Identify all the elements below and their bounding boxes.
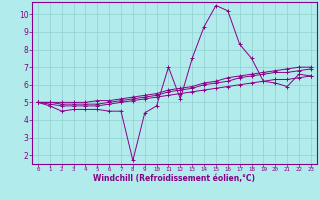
- X-axis label: Windchill (Refroidissement éolien,°C): Windchill (Refroidissement éolien,°C): [93, 174, 255, 183]
